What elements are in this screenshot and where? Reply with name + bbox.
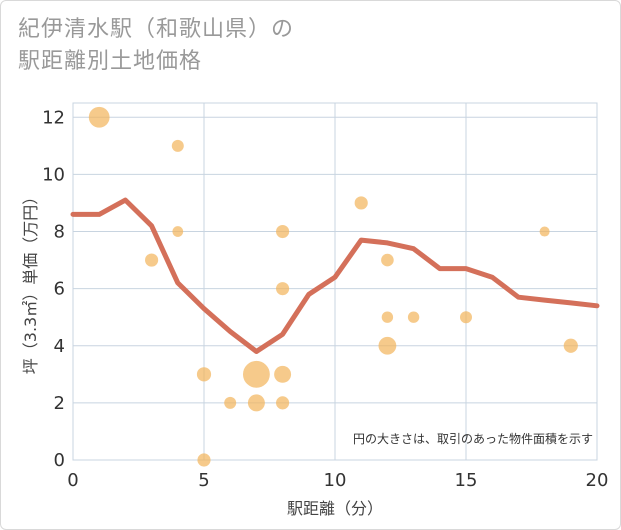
data-point [354, 196, 368, 210]
y-axis-title: 坪（3.3㎡）単価（万円） [21, 189, 40, 374]
data-point [196, 367, 212, 382]
y-tick-label: 10 [42, 164, 65, 185]
data-point [276, 396, 290, 410]
chart-title-line2: 駅距離別土地価格 [18, 49, 203, 74]
x-tick-label: 0 [67, 470, 78, 491]
data-point [224, 396, 237, 409]
data-point [381, 311, 394, 323]
data-point [539, 226, 550, 237]
x-tick-label: 15 [455, 470, 478, 491]
plot-area [72, 102, 598, 461]
data-point [172, 226, 184, 237]
trend-line [70, 197, 600, 354]
data-point [378, 336, 397, 355]
data-point [276, 282, 290, 296]
tick-layer: 0 5 10 15 20 0 2 4 6 8 10 12 [42, 107, 608, 491]
y-tick-label: 8 [54, 222, 65, 243]
x-tick-label: 20 [586, 470, 609, 491]
grid-layer [72, 103, 598, 461]
y-tick-label: 2 [54, 393, 65, 414]
data-point [407, 311, 420, 323]
bubble-layer [88, 106, 578, 467]
data-point [276, 224, 290, 239]
data-point [247, 394, 265, 412]
chart-title: 紀伊清水駅（和歌山県）の 駅距離別土地価格 [18, 14, 294, 78]
x-axis-title: 駅距離（分） [287, 499, 383, 518]
x-tick-label: 5 [198, 470, 209, 491]
data-point [563, 338, 578, 353]
bubble-size-note: 円の大きさは、取引のあった物件面積を示す [353, 431, 593, 446]
y-tick-label: 0 [54, 450, 65, 471]
data-point [145, 253, 159, 267]
x-tick-label: 10 [324, 470, 347, 491]
data-point [274, 365, 292, 383]
y-tick-label: 6 [54, 279, 65, 300]
data-point [197, 453, 211, 467]
data-point [171, 139, 184, 152]
chart-title-line1: 紀伊清水駅（和歌山県）の [18, 17, 295, 42]
data-point [88, 106, 110, 128]
data-point [460, 311, 472, 324]
y-tick-label: 4 [54, 336, 65, 357]
data-point [242, 360, 270, 388]
y-tick-label: 12 [42, 107, 65, 128]
data-point [381, 253, 394, 267]
